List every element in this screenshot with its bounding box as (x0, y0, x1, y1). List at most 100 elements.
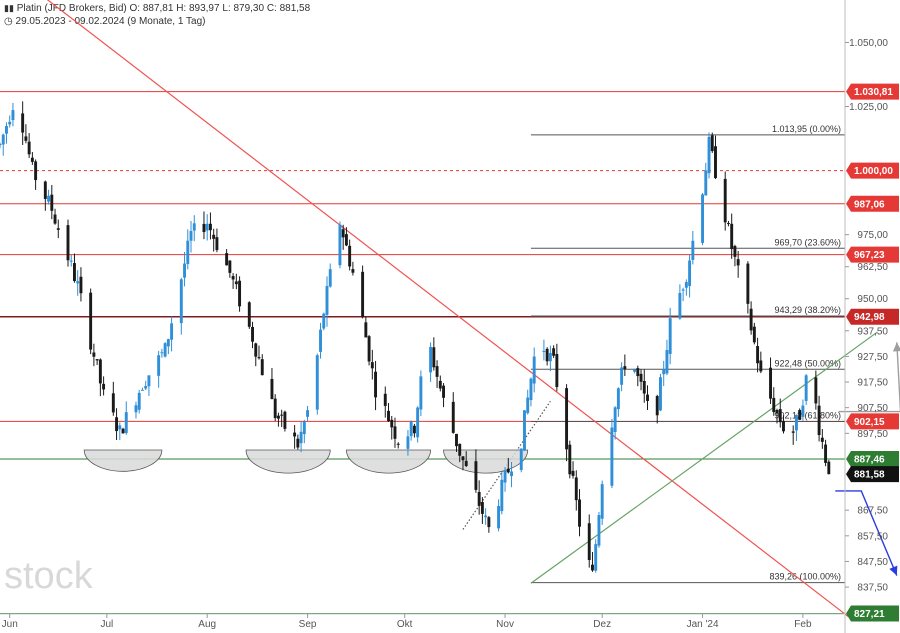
price-tag-bg (846, 246, 899, 263)
x-tick-label: Nov (496, 619, 514, 630)
trendline-down (46, 0, 849, 618)
candle-body (47, 195, 51, 202)
candle-body (315, 355, 319, 410)
candle-body (30, 157, 34, 162)
candle-body (179, 279, 183, 324)
candle-body (655, 396, 659, 416)
candle-body (678, 292, 682, 319)
candle-body (121, 428, 125, 434)
candle-body (50, 194, 54, 211)
candle-body (578, 499, 581, 527)
candle-body (769, 367, 772, 399)
candle-body (801, 405, 805, 417)
saucer-shape (83, 449, 163, 472)
candle-body (451, 401, 455, 433)
candle-body (387, 410, 390, 422)
candle-body (341, 229, 345, 238)
candle-body (691, 240, 695, 260)
candle-body (571, 470, 575, 476)
trendlines (46, 0, 878, 618)
candle-body (409, 421, 413, 437)
period-line: 29.05.2023 - 09.02.2024 (9 Monate, 1 Tag… (15, 16, 206, 27)
candle-body (228, 260, 232, 273)
candle-body (510, 471, 513, 477)
candle-body (681, 289, 685, 291)
candle-body (668, 318, 672, 354)
candle-body (140, 389, 144, 391)
candle-body (487, 517, 491, 528)
candle-body (733, 246, 737, 257)
candle-body (701, 194, 705, 243)
candle-body (778, 409, 782, 423)
candle-body (73, 263, 76, 282)
candle-body (92, 352, 96, 357)
candle-body (98, 359, 102, 384)
time-axis: Jun Jul Aug Sep Okt Nov Dez Jan '24 Feb (0, 613, 845, 630)
candle-body (594, 544, 598, 571)
candle-body (461, 456, 465, 461)
candle-body (27, 141, 31, 155)
candle-body (814, 377, 818, 404)
candle-body (302, 421, 306, 435)
price-tag-bg (846, 195, 899, 212)
candle-body (416, 407, 420, 438)
candle-body (775, 409, 779, 414)
candle-body (325, 286, 329, 315)
saucer-shape (245, 449, 331, 474)
candle-body (367, 336, 371, 362)
candle-body (574, 477, 578, 501)
candle-body (319, 329, 322, 352)
candle-body (0, 143, 2, 146)
candle-body (234, 281, 238, 285)
candle-body (24, 136, 28, 141)
candle-body (500, 479, 504, 512)
arrow-up-grey-head (892, 342, 900, 352)
candle-body (429, 346, 433, 373)
price-tag-bg (846, 466, 899, 483)
candle-body (633, 369, 637, 372)
candle-body (432, 347, 436, 368)
projection-arrows (835, 342, 900, 576)
y-tick-label: 857,50 (857, 531, 888, 542)
price-tag-label: 827,21 (854, 609, 885, 620)
candle-body (89, 292, 93, 350)
candle-body (351, 269, 355, 273)
candle-body (642, 381, 646, 394)
candle-body (8, 121, 12, 125)
price-tag-bg (846, 308, 899, 325)
candle-body (225, 253, 229, 266)
candle-body (746, 263, 750, 304)
clock-icon: ◷ (4, 16, 13, 27)
candle-body (296, 438, 300, 448)
candle-body (480, 502, 484, 514)
candle-body (166, 339, 170, 347)
candle-body (270, 378, 274, 400)
candle-body (134, 405, 138, 413)
candle-body (147, 375, 151, 387)
candle-body (276, 415, 280, 419)
candle-body (442, 385, 446, 398)
candle-body (704, 170, 708, 196)
price-axis: 1.050,00 1.025,00 975,00 962,50 950,00 937,50… (844, 0, 888, 633)
price-tag-bg (846, 605, 899, 622)
candle-body (293, 432, 297, 437)
candle-body (189, 231, 193, 241)
candle-body (43, 181, 47, 199)
candle-body (118, 425, 122, 430)
candle-body (192, 223, 196, 231)
candle-body (545, 348, 549, 362)
candle-body (542, 350, 546, 352)
arrow-down-blue-head (889, 565, 898, 576)
saucer-patterns (83, 449, 529, 474)
candle-body (548, 353, 552, 362)
candle-body (76, 281, 80, 284)
candle-body (591, 564, 594, 571)
candle-body (95, 359, 99, 361)
candle-body (552, 348, 556, 356)
fib-level-label: 839,26 (100.00%) (769, 572, 841, 582)
candle-body (529, 378, 533, 401)
candle-body (419, 376, 423, 410)
y-tick-label: 837,50 (857, 583, 888, 594)
candle-body (782, 420, 785, 432)
